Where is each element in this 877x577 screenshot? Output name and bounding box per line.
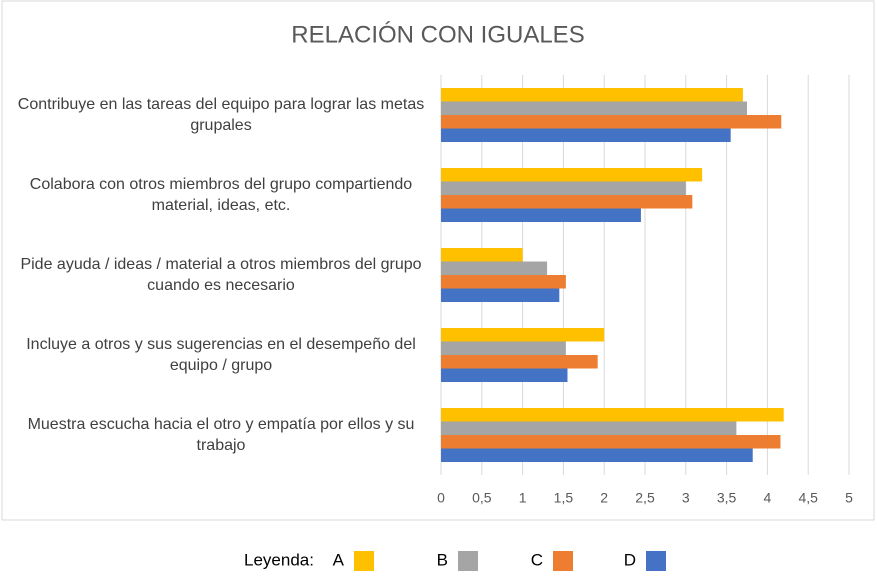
x-tick-label: 5	[845, 490, 853, 506]
category-label: Colabora con otros miembros del grupo co…	[29, 176, 413, 214]
legend-swatch	[458, 551, 478, 571]
bar	[441, 421, 737, 435]
legend-swatch	[354, 551, 374, 571]
x-tick-label: 4	[764, 490, 772, 506]
x-tick-label: 2,5	[635, 490, 655, 506]
bar	[441, 128, 731, 142]
x-tick-label: 4,5	[798, 490, 818, 506]
legend-swatch	[553, 551, 573, 571]
category-label: Muestra escucha hacia el otro y empatía …	[27, 416, 415, 454]
bar	[441, 88, 743, 102]
bar	[441, 195, 693, 209]
legend-label: C	[531, 550, 543, 569]
bar	[441, 368, 568, 382]
bar	[441, 275, 566, 289]
legend-label: A	[333, 550, 345, 569]
bar	[441, 115, 782, 129]
bar	[441, 288, 560, 302]
legend-swatch	[646, 551, 666, 571]
legend-label: B	[437, 550, 448, 569]
chart-title: RELACIÓN CON IGUALES	[291, 21, 584, 48]
x-tick-label: 1	[519, 490, 527, 506]
category-label: Contribuye en las tareas del equipo para…	[17, 96, 425, 134]
x-tick-label: 0	[437, 490, 445, 506]
bar	[441, 101, 747, 115]
x-tick-label: 1,5	[554, 490, 574, 506]
bar	[441, 248, 523, 262]
category-label: Incluye a otros y sus sugerencias en el …	[26, 336, 416, 374]
bar	[441, 341, 566, 355]
x-tick-label: 3	[682, 490, 690, 506]
bar	[441, 328, 605, 342]
bar	[441, 448, 753, 462]
bar	[441, 435, 781, 449]
legend-title: Leyenda:	[244, 550, 314, 569]
x-tick-label: 0,5	[472, 490, 492, 506]
x-tick-label: 3,5	[717, 490, 737, 506]
category-label: Pide ayuda / ideas / material a otros mi…	[20, 256, 422, 294]
bar	[441, 261, 548, 275]
bar	[441, 181, 686, 195]
bar	[441, 168, 703, 182]
bar	[441, 208, 641, 222]
x-tick-label: 2	[600, 490, 608, 506]
legend-label: D	[624, 550, 636, 569]
bar	[441, 408, 784, 422]
bar	[441, 355, 598, 369]
